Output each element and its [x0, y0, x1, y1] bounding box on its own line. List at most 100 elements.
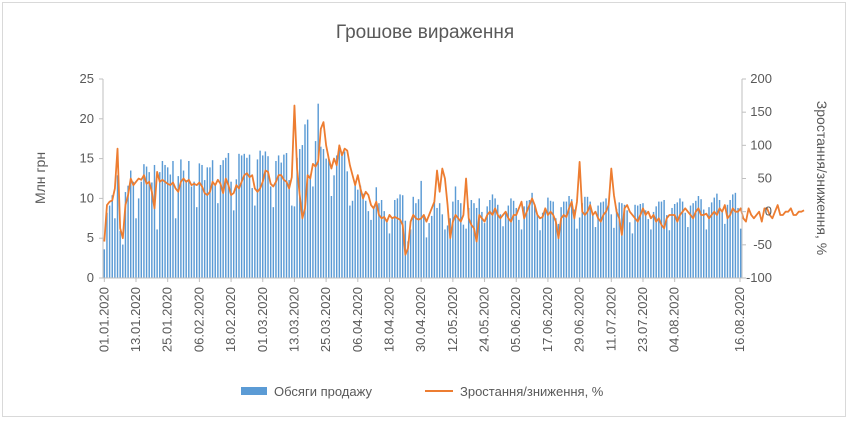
bar — [634, 204, 636, 278]
left-tick-label: 15 — [80, 151, 94, 166]
bar — [333, 175, 335, 278]
bar — [254, 205, 256, 278]
bar — [721, 210, 723, 278]
x-tick-label: 01.03.2020 — [255, 287, 270, 352]
bar — [388, 233, 391, 278]
bar — [351, 200, 354, 278]
bar — [209, 167, 211, 278]
bar — [663, 199, 665, 278]
bar — [655, 206, 657, 278]
bar — [354, 183, 356, 278]
bar — [370, 219, 372, 278]
left-tick-label: 0 — [87, 270, 94, 285]
bar — [526, 200, 528, 278]
bar — [362, 193, 364, 278]
bar — [182, 170, 185, 278]
bar — [510, 198, 512, 278]
bar — [188, 160, 190, 278]
bar — [618, 202, 620, 278]
bar — [314, 141, 317, 278]
bar — [605, 198, 607, 278]
bar — [330, 196, 333, 278]
bar — [190, 186, 193, 278]
bar — [143, 164, 145, 278]
bar — [697, 196, 700, 278]
bar — [581, 203, 583, 278]
bar — [523, 206, 525, 278]
bar — [296, 157, 298, 278]
bar — [533, 205, 536, 278]
bar — [198, 163, 201, 278]
bar — [145, 166, 148, 278]
bar — [660, 201, 663, 278]
bar — [417, 199, 420, 278]
bar — [196, 207, 198, 278]
bar — [623, 204, 626, 278]
bar — [433, 199, 436, 278]
bar — [576, 228, 578, 278]
bar — [613, 227, 615, 278]
bar — [504, 213, 507, 278]
bar-series — [103, 103, 742, 279]
bar — [737, 207, 739, 278]
bar — [203, 180, 206, 278]
chart-frame — [2, 2, 846, 417]
bar — [325, 158, 327, 278]
bar — [122, 244, 124, 278]
bar — [489, 199, 491, 278]
bar — [473, 203, 475, 278]
bar — [201, 164, 203, 278]
bar — [425, 237, 428, 278]
bar — [689, 205, 692, 278]
bar — [507, 205, 510, 278]
bar — [219, 164, 222, 278]
x-tick-label: 18.02.2020 — [223, 287, 238, 352]
bar — [283, 154, 285, 278]
bar — [615, 208, 618, 278]
bar — [130, 170, 132, 278]
bar — [438, 203, 441, 278]
bar — [520, 229, 523, 278]
bar — [185, 180, 187, 278]
bar — [666, 215, 668, 278]
bar — [108, 205, 111, 278]
bar — [452, 201, 454, 278]
bar — [322, 149, 325, 278]
right-tick-label: 100 — [750, 137, 772, 152]
x-tick-label: 13.03.2020 — [286, 287, 301, 352]
right-axis-title: Зростання/зниження, % — [814, 101, 830, 255]
bar — [446, 225, 449, 278]
bar — [428, 223, 430, 278]
bar — [119, 231, 121, 278]
left-tick-label: 5 — [87, 230, 94, 245]
x-tick-label: 13.01.2020 — [128, 287, 143, 352]
bar — [193, 181, 195, 278]
bar — [710, 202, 713, 278]
bar — [140, 181, 143, 278]
bar — [262, 155, 264, 278]
bar — [639, 203, 642, 278]
bar — [594, 227, 597, 278]
legend-label-line: Зростання/зниження, % — [460, 384, 604, 399]
bar — [335, 155, 338, 278]
bar — [483, 223, 486, 278]
bar — [264, 151, 267, 278]
bar — [267, 156, 269, 278]
bar — [449, 218, 451, 278]
legend-swatch-bars — [241, 387, 267, 395]
x-tick-label: 04.08.2020 — [667, 287, 682, 352]
bar — [732, 194, 734, 278]
bar — [367, 211, 370, 278]
bar — [161, 160, 164, 278]
x-tick-label: 25.03.2020 — [318, 287, 333, 352]
x-tick-label: 23.07.2020 — [635, 287, 650, 352]
bar — [441, 214, 444, 278]
bar — [341, 153, 343, 278]
bar — [536, 214, 539, 278]
bar — [491, 194, 494, 278]
bar — [586, 196, 589, 278]
bar — [309, 174, 311, 278]
x-tick-label: 29.06.2020 — [572, 287, 587, 352]
bar — [386, 222, 388, 278]
x-tick-label: 16.08.2020 — [732, 287, 747, 352]
